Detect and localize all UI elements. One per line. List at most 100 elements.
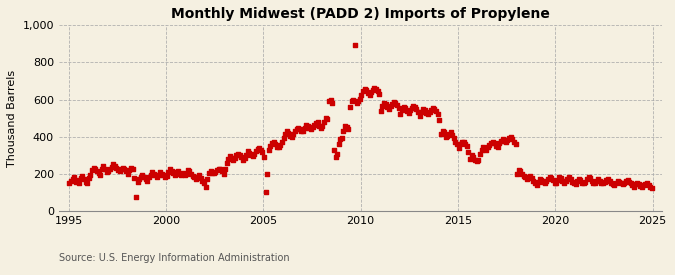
Point [410,105,421,109]
Point [288,132,298,136]
Point [161,174,172,178]
Point [181,172,192,176]
Point [80,179,91,184]
Point [126,166,136,170]
Point [537,179,548,184]
Point [306,127,317,131]
Point [599,179,610,184]
Point [146,170,157,175]
Point [213,166,224,171]
Point [492,145,503,149]
Point [362,91,373,95]
Point [484,143,495,147]
Point [197,178,208,183]
Point [536,178,547,182]
Point [291,127,302,131]
Point [531,183,542,188]
Point [333,142,344,147]
Point [272,145,283,149]
Point [217,169,227,174]
Point [207,171,217,175]
Point [263,148,274,152]
Point [443,132,454,136]
Point [226,156,237,161]
Point [478,145,489,149]
Title: Monthly Midwest (PADD 2) Imports of Propylene: Monthly Midwest (PADD 2) Imports of Prop… [171,7,550,21]
Point [321,116,331,120]
Point [595,178,605,183]
Point [189,175,200,179]
Point [98,164,109,168]
Point [522,177,533,181]
Point [589,181,600,186]
Point [100,167,111,172]
Point [581,177,592,181]
Point [609,183,620,188]
Point [460,142,470,147]
Point [587,178,597,183]
Point [406,106,417,110]
Point [70,179,81,184]
Point [298,129,308,133]
Point [458,140,469,145]
Point [380,102,391,106]
Point [418,107,429,111]
Point [155,170,165,175]
Point [65,178,76,183]
Point [275,143,286,147]
Point [556,176,566,180]
Point [419,108,430,112]
Point [281,129,292,133]
Point [138,175,149,179]
Point [285,134,296,138]
Point [500,140,511,145]
Point [390,101,401,105]
Point [200,185,211,189]
Point [466,153,477,158]
Point [398,105,409,109]
Point [238,158,248,162]
Point [301,122,312,127]
Point [242,148,253,153]
Point [317,123,328,128]
Point [84,176,95,180]
Point [234,152,245,157]
Point [424,109,435,114]
Point [302,123,313,128]
Point [85,173,96,177]
Point [95,173,105,177]
Point [277,139,288,144]
Point [372,89,383,93]
Point [358,89,369,93]
Point [286,135,297,139]
Point [111,166,122,170]
Point [533,179,543,184]
Point [265,144,276,148]
Point [576,180,587,185]
Point [252,147,263,151]
Point [431,109,441,113]
Point [614,179,625,184]
Point [554,175,565,179]
Point [187,174,198,178]
Point [502,138,513,142]
Point [77,174,88,178]
Point [97,166,107,171]
Y-axis label: Thousand Barrels: Thousand Barrels [7,70,17,167]
Point [330,155,341,160]
Point [575,178,586,182]
Point [389,100,400,104]
Point [593,177,603,181]
Point [249,152,260,156]
Point [315,125,326,130]
Point [119,167,130,172]
Point [304,126,315,131]
Point [464,157,475,161]
Point [176,173,187,177]
Point [434,118,445,122]
Point [471,159,482,163]
Point [101,170,112,175]
Point [635,184,646,188]
Point [225,154,236,159]
Point [221,161,232,165]
